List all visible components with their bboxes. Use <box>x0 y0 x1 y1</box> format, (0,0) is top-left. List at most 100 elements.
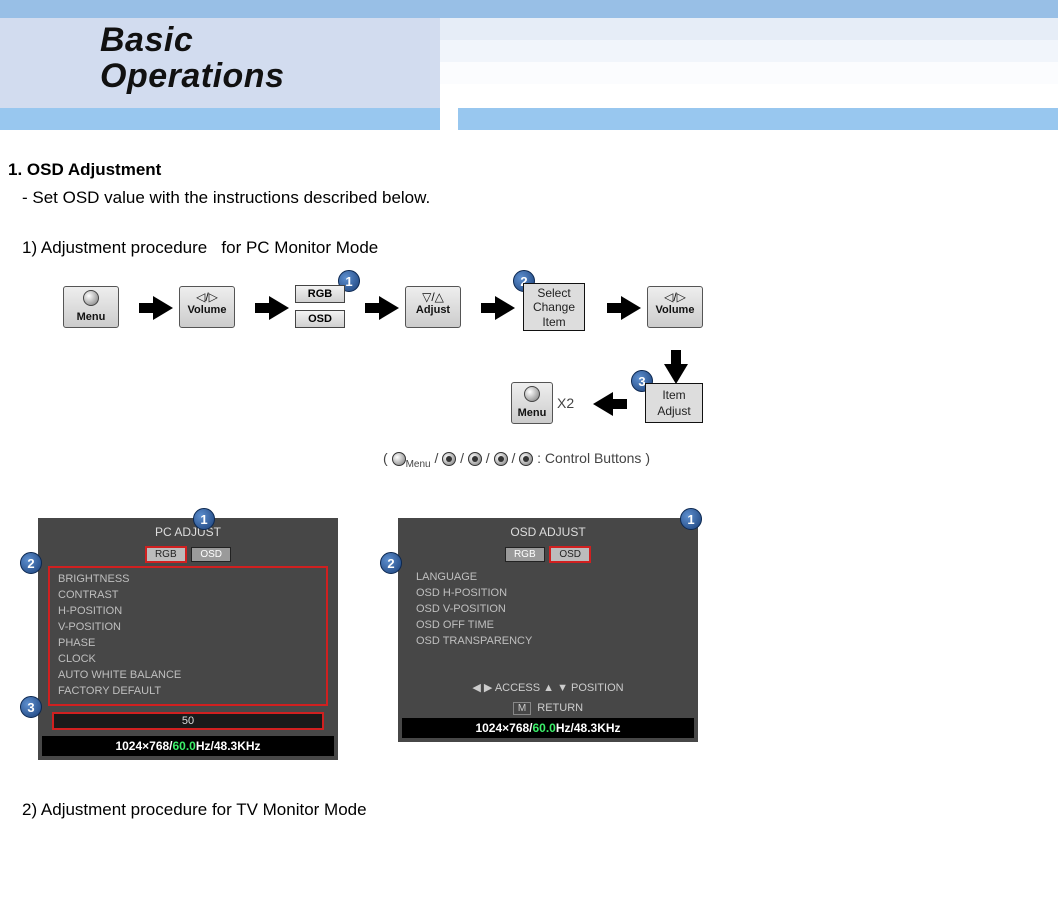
section-subtext: - Set OSD value with the instructions de… <box>8 188 1050 208</box>
osd-item-1: OSD H-POSITION <box>416 586 680 602</box>
arrow-3 <box>379 296 399 320</box>
header-main: Basic Operations <box>0 18 1058 108</box>
osd-tab-rgb: RGB <box>505 547 545 562</box>
step-1-heading: 1) Adjustment procedure for PC Monitor M… <box>8 238 1050 258</box>
osd-nav: ◀ ▶ ACCESS ▲ ▼ POSITION <box>402 676 694 697</box>
blue-seg-right <box>458 108 1058 130</box>
osd-item-4: OSD TRANSPARENCY <box>416 634 680 650</box>
pc-item-7: FACTORY DEFAULT <box>58 684 318 700</box>
menu-x2-icon <box>524 386 540 402</box>
pc-adjust-panel: PC ADJUST RGB OSD BRIGHTNESS CONTRAST H-… <box>38 518 338 760</box>
osd-badge-1: 1 <box>680 508 702 530</box>
adjust-icon: ▽/△ <box>406 290 460 304</box>
tab-rgb: RGB <box>295 285 345 303</box>
pc-slider-row: 50 <box>42 706 334 736</box>
section-heading: 1. OSD Adjustment <box>8 160 1050 180</box>
osd-res-a: 1024×768/ <box>475 721 532 735</box>
legend-down-icon <box>442 452 456 466</box>
legend-menu-icon <box>392 452 406 466</box>
blue-gap <box>440 108 458 130</box>
header-blue-strip-bot <box>0 108 1058 130</box>
pc-badge-2: 2 <box>20 552 42 574</box>
title-line-1: Basic <box>100 23 440 59</box>
osd-item-0: LANGUAGE <box>416 570 680 586</box>
osd-adjust-wrap: 1 2 OSD ADJUST RGB OSD LANGUAGE OSD H-PO… <box>398 518 698 760</box>
osd-panels: 1 2 3 PC ADJUST RGB OSD BRIGHTNESS CONTR… <box>38 518 1050 760</box>
arrow-4 <box>495 296 515 320</box>
menu-button: Menu <box>63 286 119 328</box>
header: Basic Operations <box>0 0 1058 130</box>
pc-tab-osd: OSD <box>191 547 231 562</box>
tab-osd: OSD <box>295 310 345 328</box>
osd-tabs: RGB OSD <box>402 542 694 563</box>
title-line-2: Operations <box>100 59 440 95</box>
stripe-2 <box>440 40 1058 62</box>
osd-res-hz: 60.0 <box>533 721 556 735</box>
pc-tab-rgb: RGB <box>145 546 187 563</box>
pc-slider-bar: 50 <box>52 712 324 730</box>
header-title-block: Basic Operations <box>0 18 440 108</box>
pc-adjust-wrap: 1 2 3 PC ADJUST RGB OSD BRIGHTNESS CONTR… <box>38 518 338 760</box>
legend-text: : Control Buttons ) <box>537 450 650 466</box>
pc-badge-1: 1 <box>193 508 215 530</box>
volume-icon-1: ◁/▷ <box>180 290 234 304</box>
stripe-3 <box>440 62 1058 84</box>
legend-left-icon <box>494 452 508 466</box>
pc-item-0: BRIGHTNESS <box>58 572 318 588</box>
osd-tab-osd: OSD <box>549 546 591 563</box>
m-box: M <box>513 702 531 715</box>
select-box: Select Change Item <box>523 283 585 331</box>
content: 1. OSD Adjustment - Set OSD value with t… <box>0 130 1058 880</box>
osd-panel-title: OSD ADJUST <box>402 522 694 542</box>
osd-adjust-panel: OSD ADJUST RGB OSD LANGUAGE OSD H-POSITI… <box>398 518 698 742</box>
arrow-down <box>664 364 688 384</box>
item-adjust-box: ItemAdjust <box>645 383 703 423</box>
adjust-label: Adjust <box>406 304 460 316</box>
osd-res-row: 1024×768/60.0Hz/48.3KHz <box>402 718 694 738</box>
volume-label-2: Volume <box>648 304 702 316</box>
arrow-left <box>593 392 613 416</box>
step-2-heading: 2) Adjustment procedure for TV Monitor M… <box>8 800 1050 820</box>
menu-x2-label: Menu <box>512 407 552 419</box>
pc-res-row: 1024×768/60.0Hz/48.3KHz <box>42 736 334 756</box>
pc-item-4: PHASE <box>58 636 318 652</box>
stripe-1 <box>440 18 1058 40</box>
x2-text: X2 <box>557 395 574 411</box>
step-1-b: for PC Monitor Mode <box>221 238 378 257</box>
osd-list: LANGUAGE OSD H-POSITION OSD V-POSITION O… <box>408 566 688 676</box>
pc-slider-val: 50 <box>54 715 322 727</box>
legend-up-icon <box>468 452 482 466</box>
header-stripe-block <box>440 18 1058 108</box>
step-1-a: 1) Adjustment procedure <box>22 238 207 257</box>
adjust-button: ▽/△ Adjust <box>405 286 461 328</box>
pc-list: BRIGHTNESS CONTRAST H-POSITION V-POSITIO… <box>48 566 328 706</box>
osd-item-2: OSD V-POSITION <box>416 602 680 618</box>
pc-panel-title: PC ADJUST <box>42 522 334 542</box>
volume-button-2: ◁/▷ Volume <box>647 286 703 328</box>
pc-badge-3: 3 <box>20 696 42 718</box>
pc-res-hz: 60.0 <box>173 739 196 753</box>
volume-icon-2: ◁/▷ <box>648 290 702 304</box>
legend-right-icon <box>519 452 533 466</box>
menu-icon <box>83 290 99 306</box>
menu-label: Menu <box>64 311 118 323</box>
blue-seg-left <box>0 108 440 130</box>
arrow-5 <box>621 296 641 320</box>
osd-badge-2: 2 <box>380 552 402 574</box>
legend-open: ( <box>383 450 388 466</box>
osd-res-b: Hz/48.3KHz <box>556 721 621 735</box>
arrow-2 <box>269 296 289 320</box>
pc-res-b: Hz/48.3KHz <box>196 739 261 753</box>
arrow-1 <box>153 296 173 320</box>
pc-item-3: V-POSITION <box>58 620 318 636</box>
header-blue-strip-top <box>0 0 1058 18</box>
pc-item-1: CONTRAST <box>58 588 318 604</box>
volume-button-1: ◁/▷ Volume <box>179 286 235 328</box>
osd-return-row: M RETURN <box>402 697 694 718</box>
menu-x2-button: Menu <box>511 382 553 424</box>
pc-tabs: RGB OSD <box>42 542 334 563</box>
legend: ( Menu / / / / : Control Buttons ) <box>383 450 650 470</box>
pc-item-6: AUTO WHITE BALANCE <box>58 668 318 684</box>
procedure-flow: Menu ◁/▷ Volume 1 RGB OSD ▽/△ Adjust 2 S… <box>63 278 1050 478</box>
return-text: RETURN <box>537 702 583 714</box>
